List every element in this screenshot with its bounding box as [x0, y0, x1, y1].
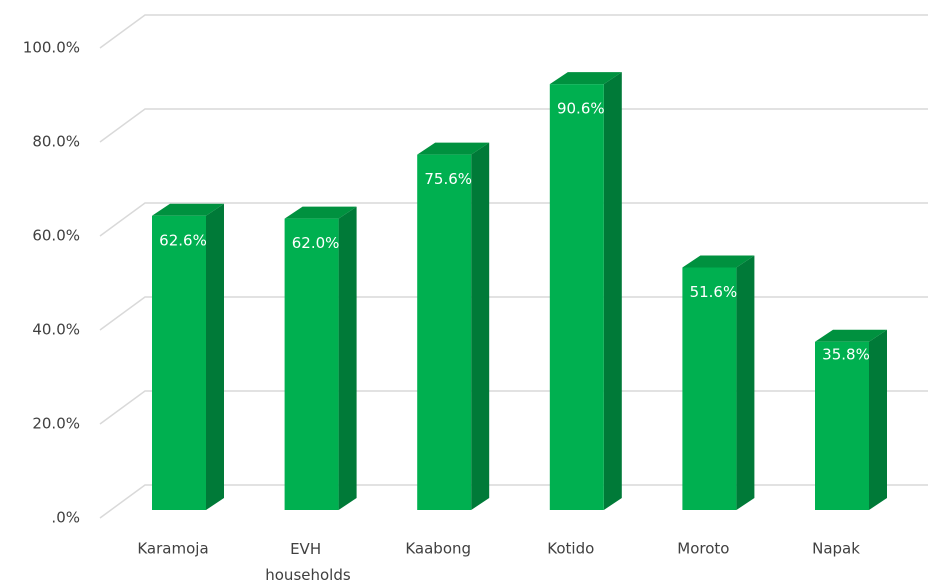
- y-tick-label: .0%: [51, 509, 80, 527]
- y-tick-label: 60.0%: [32, 227, 80, 245]
- bar-front: [417, 154, 472, 510]
- x-tick-label: Moroto: [677, 540, 729, 558]
- value-label: 62.0%: [292, 234, 340, 252]
- grid-line: [99, 108, 928, 143]
- x-tick-label: Karamoja: [137, 540, 208, 558]
- grid-line: [99, 484, 928, 519]
- bar-front: [152, 215, 206, 510]
- bar-front: [682, 267, 737, 510]
- bar-top: [549, 72, 622, 85]
- bar: [815, 329, 887, 510]
- bar-top: [152, 203, 224, 216]
- value-label: 35.8%: [822, 346, 870, 364]
- y-tick-label: 100.0%: [23, 39, 80, 57]
- bar-side: [338, 206, 357, 510]
- y-tick-label: 20.0%: [32, 415, 80, 433]
- bar: [152, 203, 224, 510]
- x-tick-label: Kaabong: [405, 540, 471, 558]
- bar: [417, 142, 490, 510]
- bar-side: [471, 142, 490, 510]
- bar-front: [549, 84, 604, 511]
- grid-line: [99, 14, 928, 49]
- grid-line: [99, 202, 928, 237]
- grid-line: [99, 296, 928, 331]
- value-label: 62.6%: [159, 231, 207, 249]
- bar-top: [815, 329, 887, 342]
- bar: [549, 72, 622, 511]
- bar-top: [284, 206, 357, 219]
- bar-side: [206, 203, 224, 510]
- bar-front: [284, 218, 339, 510]
- value-label: 51.6%: [690, 283, 738, 301]
- bar-side: [736, 255, 755, 510]
- x-tick-label: EVH households: [260, 540, 350, 584]
- bar: [682, 255, 755, 510]
- grid-line: [99, 390, 928, 425]
- bar-side: [603, 72, 622, 511]
- x-tick-label: Napak: [812, 540, 860, 558]
- y-tick-label: 40.0%: [32, 321, 80, 339]
- bar-top: [682, 255, 755, 268]
- y-tick-label: 80.0%: [32, 133, 80, 151]
- bar-front: [815, 341, 869, 510]
- value-label: 90.6%: [557, 100, 605, 118]
- x-tick-label: Kotido: [547, 540, 594, 558]
- bar: [284, 206, 357, 510]
- bar-side: [869, 329, 887, 510]
- bar-top: [417, 142, 490, 155]
- value-label: 75.6%: [424, 170, 472, 188]
